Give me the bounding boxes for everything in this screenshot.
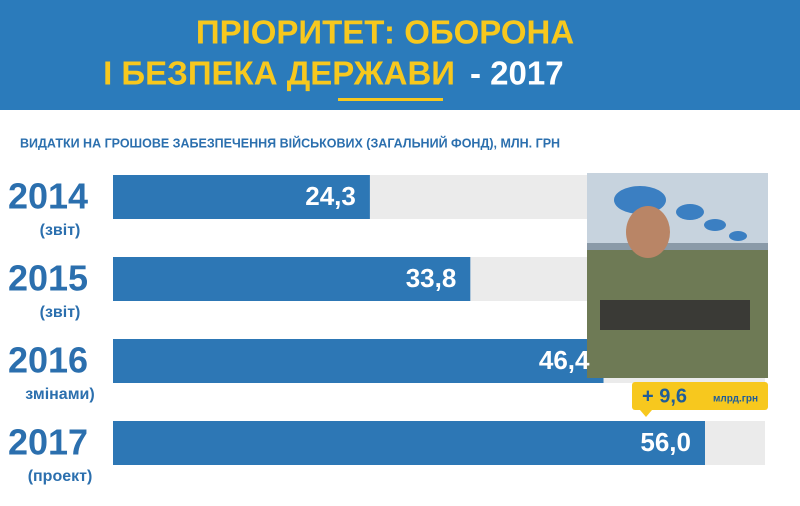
category-label: 2016 xyxy=(8,340,88,381)
title-line: І БЕЗПЕКА ДЕРЖАВИ xyxy=(103,55,455,92)
bar xyxy=(113,175,370,219)
category-note: змінами) xyxy=(25,386,94,403)
value-label: 24,3 xyxy=(305,181,356,211)
bar xyxy=(113,257,471,301)
title-underline xyxy=(338,98,443,101)
annotation-unit: млрд.грн xyxy=(713,394,758,405)
annotation: + 9,6 млрд.грн xyxy=(632,382,768,417)
category-note: (звіт) xyxy=(40,222,81,239)
category-note: (проект) xyxy=(28,468,93,485)
bar xyxy=(113,339,604,383)
category-note: (звіт) xyxy=(40,304,81,321)
category-label: 2017 xyxy=(8,422,88,463)
annotation-value: + 9,6 xyxy=(642,385,687,407)
title-line: ПРІОРИТЕТ: ОБОРОНА xyxy=(196,14,574,51)
bar xyxy=(113,421,705,465)
value-label: 56,0 xyxy=(640,427,691,457)
value-label: 33,8 xyxy=(406,263,457,293)
value-label: 46,4 xyxy=(539,345,590,375)
category-label: 2015 xyxy=(8,258,88,299)
category-label: 2014 xyxy=(8,176,88,217)
title-suffix: - 2017 xyxy=(470,55,564,92)
header-banner xyxy=(0,0,800,110)
subtitle: ВИДАТКИ НА ГРОШОВЕ ЗАБЕЗПЕЧЕННЯ ВІЙСЬКОВ… xyxy=(20,135,560,150)
photo xyxy=(587,173,768,378)
